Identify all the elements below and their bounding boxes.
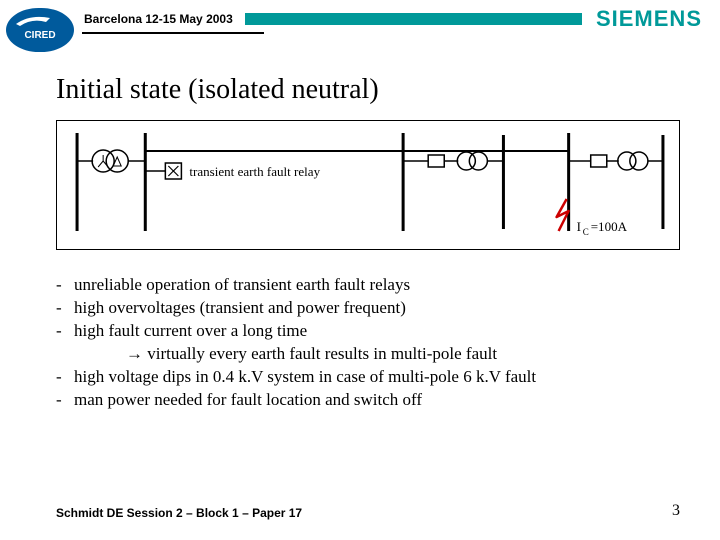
bullet-4: high voltage dips in 0.4 k.V system in c… (74, 366, 536, 389)
bullet-list: -unreliable operation of transient earth… (56, 274, 720, 412)
bullet-3: high fault current over a long time (74, 320, 307, 343)
slide-title: Initial state (isolated neutral) (56, 74, 720, 106)
bullet-1: unreliable operation of transient earth … (74, 274, 410, 297)
header-right: Barcelona 12-15 May 2003 SIEMENS (82, 8, 702, 34)
bullet-3-sub: → virtually every earth fault results in… (56, 343, 497, 366)
relay-label: transient earth fault relay (189, 164, 320, 179)
page-number: 3 (672, 502, 680, 520)
svg-text:=100A: =100A (591, 219, 628, 234)
conference-date: Barcelona 12-15 May 2003 (82, 10, 239, 28)
header-bar (245, 13, 582, 25)
bullet-2: high overvoltages (transient and power f… (74, 297, 406, 320)
single-line-diagram: transient earth fault relay I C =100A (56, 120, 680, 250)
bullet-5: man power needed for fault location and … (74, 389, 422, 412)
siemens-logo: SIEMENS (596, 8, 702, 30)
svg-text:CIRED: CIRED (24, 30, 55, 41)
header-underline (82, 32, 264, 34)
svg-text:C: C (583, 227, 589, 237)
svg-text:I: I (577, 219, 581, 234)
footer-session: Schmidt DE Session 2 – Block 1 – Paper 1… (56, 506, 302, 520)
cired-logo: CIRED (6, 8, 74, 52)
header: CIRED Barcelona 12-15 May 2003 SIEMENS (0, 0, 720, 52)
footer: Schmidt DE Session 2 – Block 1 – Paper 1… (56, 502, 680, 520)
